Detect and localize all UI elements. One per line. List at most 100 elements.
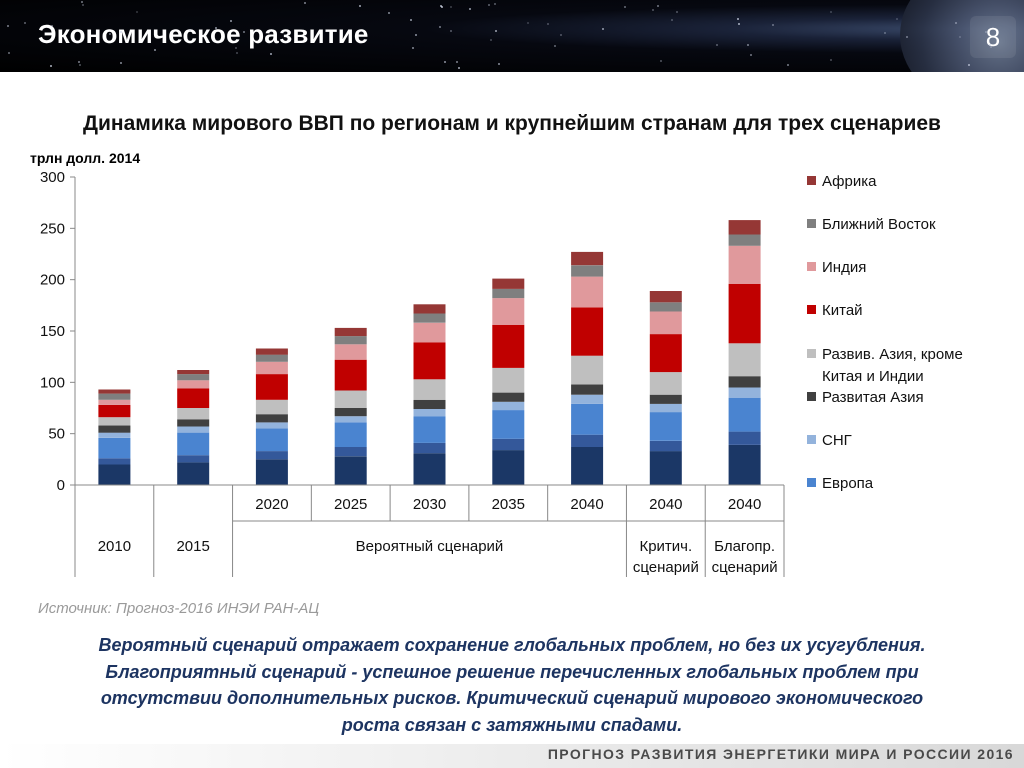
star-dot: [450, 30, 452, 32]
x-group-label: Критич.: [639, 538, 692, 555]
star-dot: [884, 32, 886, 34]
bar-segment: [571, 355, 604, 385]
bar-segment: [334, 447, 367, 457]
footnote-line: отсутствии дополнительных рисков. Критич…: [100, 688, 924, 708]
star-dot: [456, 61, 458, 63]
bar-segment: [571, 394, 604, 404]
bar-segment: [728, 431, 761, 445]
legend-label: Индия: [822, 259, 866, 276]
star-dot: [955, 22, 957, 24]
bar-segment: [728, 220, 761, 235]
star-dot: [716, 44, 718, 46]
star-dot: [624, 6, 626, 8]
bar-segment: [571, 434, 604, 447]
bar-segment: [413, 416, 446, 443]
bar-segment: [492, 392, 525, 402]
star-dot: [24, 22, 26, 24]
bar-segment: [413, 322, 446, 343]
star-dot: [79, 64, 81, 66]
bar-segment: [334, 416, 367, 423]
bar-segment: [649, 291, 682, 303]
star-dot: [671, 19, 673, 21]
bar-segment: [255, 399, 288, 415]
bar-segment: [728, 234, 761, 246]
footer-bar: [0, 744, 1024, 768]
legend-label: Европа: [822, 475, 874, 492]
bar-segment: [98, 432, 131, 438]
bar-segment: [571, 276, 604, 308]
bar-segment: [571, 307, 604, 356]
bar-segment: [98, 404, 131, 418]
bar-segment: [177, 426, 210, 433]
x-tick-label: 2040: [649, 496, 682, 513]
bar-segment: [255, 374, 288, 400]
x-group-label: 2010: [98, 538, 131, 555]
bar-segment: [413, 399, 446, 409]
bar-segment: [492, 401, 525, 410]
star-dot: [738, 23, 740, 25]
bar-segment: [334, 336, 367, 345]
bar-segment: [334, 344, 367, 360]
x-tick-label: 2035: [492, 496, 525, 513]
star-dot: [415, 34, 417, 36]
legend-swatch: [807, 392, 816, 401]
star-dot: [494, 3, 496, 5]
bar-segment: [98, 393, 131, 400]
star-dot: [50, 65, 52, 67]
bar-segment: [571, 384, 604, 395]
legend-swatch: [807, 176, 816, 185]
star-dot: [136, 11, 138, 13]
footnote-line: Вероятный сценарий отражает сохранение г…: [98, 635, 926, 655]
bar-segment: [413, 442, 446, 454]
bar-segment: [728, 376, 761, 388]
bar-segment: [649, 311, 682, 335]
x-group-label: сценарий: [633, 559, 699, 576]
bar-segment: [177, 462, 210, 485]
bar-segment: [177, 432, 210, 456]
x-group-label: Вероятный сценарий: [356, 538, 504, 555]
footnote-line: роста связан с затяжными спадами.: [341, 714, 683, 735]
legend-swatch: [807, 262, 816, 271]
bar-segment: [98, 389, 131, 394]
x-group-label: сценарий: [712, 559, 778, 576]
bar-segment: [255, 354, 288, 362]
star-dot: [81, 1, 83, 3]
bar-segment: [492, 410, 525, 439]
star-dot: [154, 49, 156, 51]
star-dot: [657, 5, 659, 7]
bar-segment: [728, 397, 761, 432]
legend-label: Развив. Азия, кроме: [822, 346, 963, 363]
x-group-label: Благопр.: [714, 538, 775, 555]
star-dot: [388, 12, 390, 14]
bar-segment: [649, 372, 682, 395]
bar-segment: [571, 251, 604, 266]
star-dot: [120, 31, 122, 33]
source-note: Источник: Прогноз-2016 ИНЭИ РАН-АЦ: [38, 600, 320, 617]
bar-segment: [728, 245, 761, 284]
star-dot: [488, 4, 490, 6]
y-tick-label: 250: [40, 220, 65, 237]
y-tick-label: 150: [40, 323, 65, 340]
header-banner: Экономическое развитие 8: [0, 0, 1024, 72]
bar-segment: [255, 428, 288, 452]
y-tick-label: 50: [48, 426, 65, 443]
star-dot: [82, 4, 84, 6]
star-dot: [412, 47, 414, 49]
y-tick-label: 300: [40, 169, 65, 186]
star-dot: [527, 22, 529, 24]
x-tick-label: 2025: [334, 496, 367, 513]
bar-segment: [177, 374, 210, 381]
bar-segment: [334, 390, 367, 408]
bar-segment: [255, 422, 288, 429]
bar-segment: [492, 298, 525, 325]
star-dot: [498, 63, 500, 65]
star-dot: [458, 67, 460, 69]
star-dot: [652, 9, 654, 11]
legend-swatch: [807, 435, 816, 444]
x-tick-label: 2040: [570, 496, 603, 513]
star-dot: [560, 34, 562, 36]
legend-label: Ближний Восток: [822, 216, 936, 233]
star-dot: [450, 6, 452, 8]
star-dot: [270, 53, 272, 55]
star-dot: [896, 18, 898, 20]
